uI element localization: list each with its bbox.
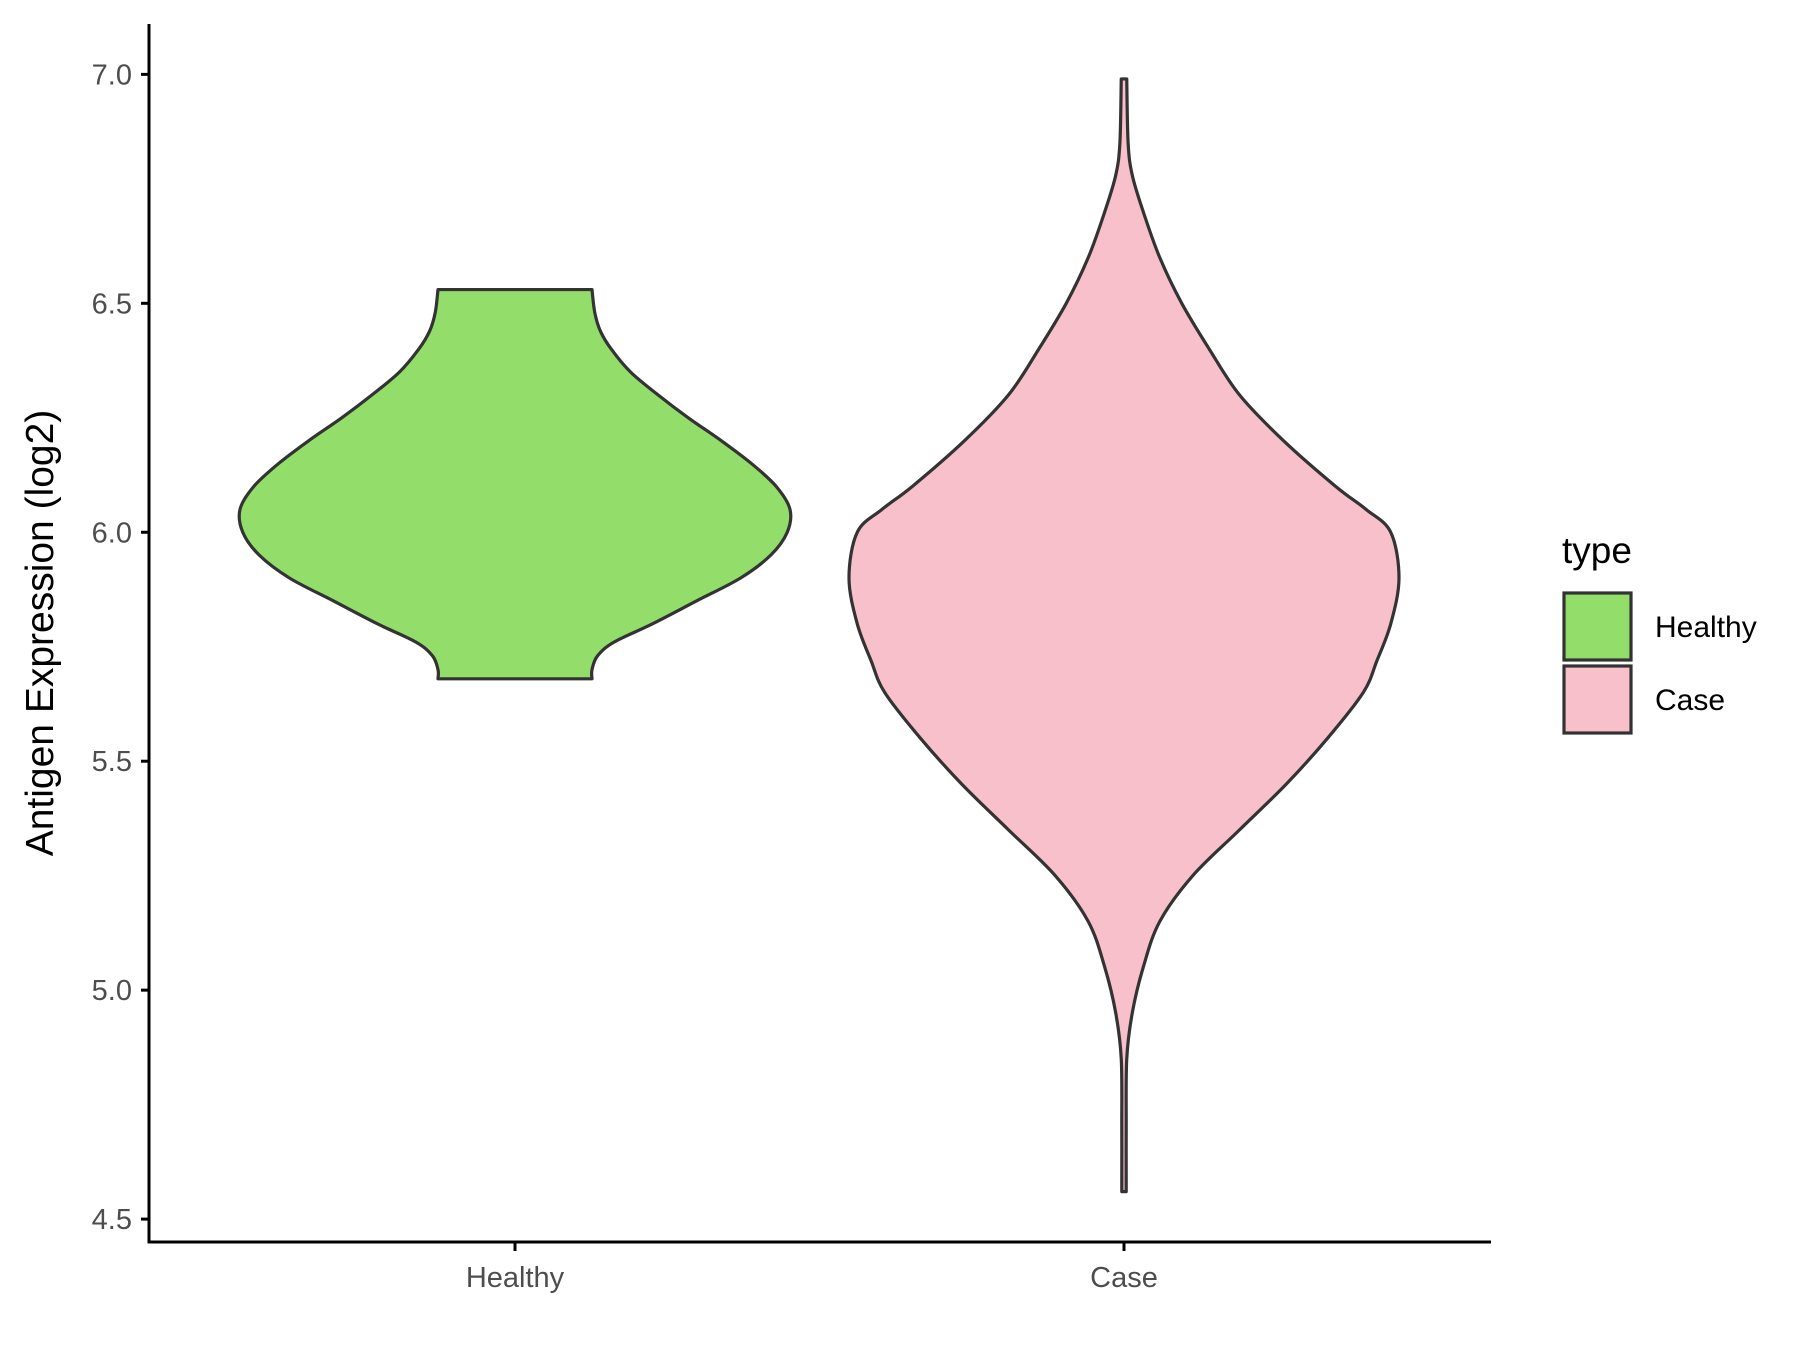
legend-label-healthy: Healthy (1655, 611, 1757, 644)
y-tick-label: 6.0 (92, 517, 132, 549)
x-tick-label: Healthy (466, 1262, 565, 1294)
legend-title: type (1562, 530, 1632, 571)
legend: type Healthy Case (1562, 530, 1757, 735)
legend-label-case: Case (1655, 684, 1725, 717)
x-tick-label: Case (1090, 1262, 1158, 1294)
legend-swatch-case (1562, 664, 1633, 735)
violin-case (847, 77, 1401, 1194)
y-tick-label: 6.5 (92, 288, 132, 320)
axes (147, 24, 1491, 1244)
y-axis-title: Antigen Expression (log2) (19, 410, 62, 857)
y-tick-label: 5.0 (92, 975, 132, 1007)
y-tick-label: 5.5 (92, 746, 132, 778)
y-ticks: 4.5 5.0 5.5 6.0 6.5 7.0 (92, 59, 149, 1236)
violins (237, 77, 1401, 1194)
legend-swatch-healthy (1562, 591, 1633, 662)
y-tick-label: 7.0 (92, 59, 132, 91)
violin-healthy (237, 287, 793, 681)
y-tick-label: 4.5 (92, 1204, 132, 1236)
x-ticks: Healthy Case (466, 1242, 1158, 1294)
